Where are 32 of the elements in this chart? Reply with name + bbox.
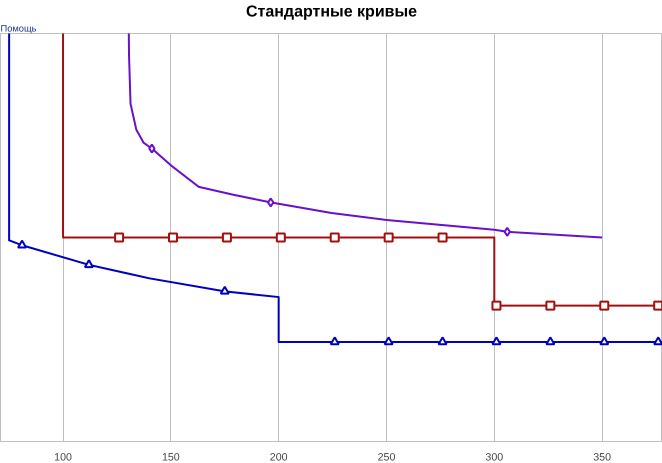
point: [384, 232, 394, 242]
point: [84, 259, 94, 268]
point: [148, 144, 156, 154]
point: [599, 336, 610, 346]
point: [276, 232, 286, 242]
point: [168, 232, 178, 242]
point: [653, 300, 662, 311]
point: [504, 226, 511, 237]
point: [17, 240, 28, 249]
point: [222, 232, 232, 242]
x-tick-label: 150: [162, 452, 180, 463]
point: [545, 336, 556, 346]
x-tick-label: 350: [593, 452, 612, 463]
point: [438, 336, 448, 346]
point: [599, 300, 610, 311]
annotation: Помощь: [0, 24, 37, 34]
point: [653, 336, 662, 346]
x-tick-label: 300: [485, 452, 504, 463]
point: [330, 232, 340, 242]
point: [438, 232, 448, 242]
point: [491, 300, 502, 311]
x-tick-label: 100: [54, 452, 72, 463]
chart-title: Стандартные кривые: [246, 4, 418, 20]
point: [491, 336, 502, 346]
point: [267, 197, 274, 208]
x-tick-label: 200: [270, 452, 288, 463]
point: [114, 232, 124, 242]
x-tick-label: 250: [378, 452, 396, 463]
point: [330, 336, 340, 346]
point: [220, 286, 230, 295]
point: [384, 336, 394, 346]
point: [545, 300, 556, 311]
